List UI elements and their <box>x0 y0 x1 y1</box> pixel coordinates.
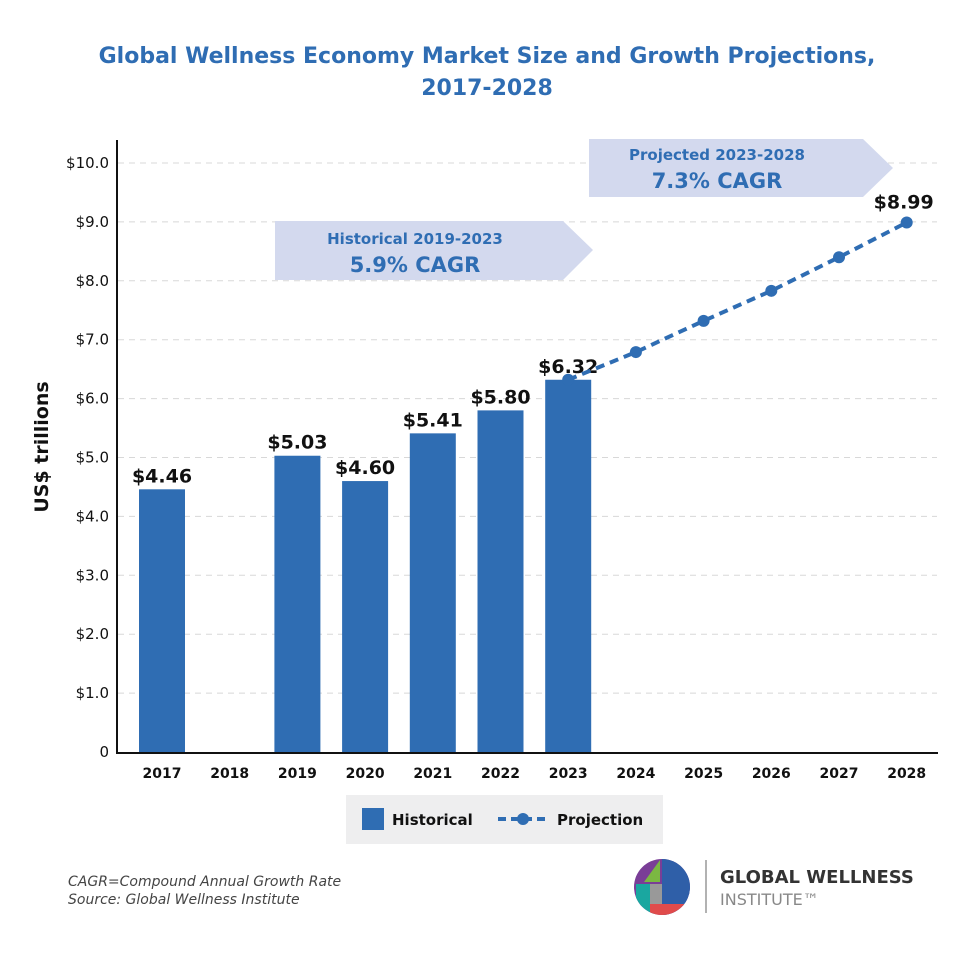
bar-2019 <box>274 455 321 752</box>
annotation-historical-line2: 5.9% CAGR <box>350 253 481 277</box>
chart-title-line2: 2017-2028 <box>421 76 553 101</box>
x-tick-label: 2026 <box>752 766 791 782</box>
legend-projection-label: Projection <box>557 811 643 829</box>
annotation-projected-line2: 7.3% CAGR <box>652 169 783 193</box>
annotation-projected-arrow <box>589 139 893 197</box>
legend-historical-swatch <box>362 808 384 830</box>
x-tick-label: 2021 <box>413 766 452 782</box>
projection-point-2024 <box>629 346 642 359</box>
x-tick-label: 2017 <box>143 766 182 782</box>
bar-2022 <box>477 410 524 752</box>
x-tick-label: 2027 <box>820 766 859 782</box>
legend-historical-label: Historical <box>392 811 473 829</box>
projection-point-2023 <box>562 373 575 386</box>
y-axis-label: US$ trillions <box>31 381 53 512</box>
y-tick-label: $9.0 <box>76 213 109 231</box>
y-tick-label: $8.0 <box>76 272 109 290</box>
y-tick-label: $1.0 <box>76 684 109 702</box>
projection-point-2027 <box>833 251 845 264</box>
projection-point-2025 <box>697 314 710 327</box>
footer-note-source: Source: Global Wellness Institute <box>68 892 300 908</box>
y-tick-label: $6.0 <box>76 390 109 408</box>
footer-note-cagr: CAGR=Compound Annual Growth Rate <box>68 874 341 890</box>
x-tick-label: 2024 <box>616 766 655 782</box>
y-tick-label: $4.0 <box>76 507 109 525</box>
legend-projection-marker <box>517 813 529 825</box>
data-label-2019: $5.03 <box>267 432 327 454</box>
data-label-2017: $4.46 <box>132 465 192 487</box>
projection-point-2026 <box>765 284 778 297</box>
y-tick-label: $10.0 <box>66 154 109 172</box>
x-tick-label: 2023 <box>549 766 588 782</box>
x-tick-label: 2020 <box>346 766 385 782</box>
bar-2021 <box>409 433 456 752</box>
bar-2017 <box>139 489 185 752</box>
bar-2020 <box>342 481 389 752</box>
x-ticks: 2017 2018 2019 2020 2021 2022 2023 2024 2025 2026… <box>143 766 927 782</box>
x-tick-label: 2025 <box>684 766 723 782</box>
data-label-2028: $8.99 <box>874 191 934 213</box>
y-tick-label: $2.0 <box>76 625 109 643</box>
data-label-2021: $5.41 <box>403 409 463 431</box>
annotation-projected-line1: Projected 2023-2028 <box>629 146 805 164</box>
y-ticks: 0 $1.0 $2.0 $3.0 $4.0 $5.0 $6.0 $7.0 $8.0 $9.0 $10… <box>66 154 109 761</box>
bars: $4.46$5.03$4.60$5.41$5.80$6.32 <box>132 356 598 752</box>
gwi-logo <box>634 859 707 915</box>
bar-2023 <box>545 379 592 752</box>
projection-line: $8.99 <box>562 191 934 386</box>
logo-text-line2: INSTITUTE™ <box>720 890 819 909</box>
data-label-2020: $4.60 <box>335 457 395 479</box>
projection-series-line <box>567 220 908 382</box>
y-tick-label: $3.0 <box>76 566 109 584</box>
x-tick-label: 2018 <box>210 766 249 782</box>
x-tick-label: 2028 <box>887 766 926 782</box>
y-tick-label: $7.0 <box>76 331 109 349</box>
x-tick-label: 2019 <box>278 766 317 782</box>
projection-point-2028 <box>900 216 913 229</box>
data-label-2022: $5.80 <box>470 386 530 408</box>
x-tick-label: 2022 <box>481 766 520 782</box>
annotation-historical-line1: Historical 2019-2023 <box>327 230 503 248</box>
y-tick-label: $5.0 <box>76 449 109 467</box>
y-tick-label: 0 <box>99 743 109 761</box>
chart-title-line1: Global Wellness Economy Market Size and … <box>99 44 876 69</box>
annotation-historical-arrow <box>275 221 593 280</box>
logo-text-line1: GLOBAL WELLNESS <box>720 867 914 888</box>
